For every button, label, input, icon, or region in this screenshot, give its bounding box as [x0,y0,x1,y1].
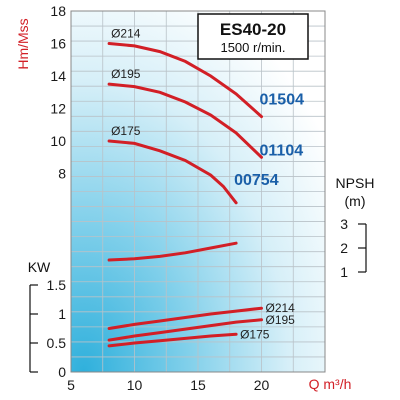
head-curve-diameter-label: Ø195 [111,67,141,81]
head-curve-2 [107,82,263,159]
title-box [197,13,309,60]
head-curve-model-label: 01104 [260,142,304,159]
head-axis-title: Hm/Mss [15,18,31,69]
head-y-tick-label: 18 [50,3,66,19]
power-curve-diameter-label: Ø175 [240,327,270,341]
npsh-y-tick-label: 3 [340,216,348,232]
npsh-curve [107,241,238,262]
power-curve-diameter-label: Ø214 [266,301,296,315]
head-curve-diameter-label: Ø175 [111,124,141,138]
head-y-tick-label: 10 [50,133,66,149]
power-curve-3 [107,332,238,348]
power-y-tick-label: 1.5 [47,277,67,293]
head-y-tick-label: 12 [50,101,66,117]
head-y-tick-label: 16 [50,36,66,52]
npsh-y-tick-label: 2 [340,240,348,256]
x-axis-title: Q m³/h [309,376,352,392]
power-curve-diameter-label: Ø195 [266,313,296,327]
npsh-axis-title: NPSH [336,175,375,191]
plot-frame [70,10,326,373]
curves [107,42,263,348]
npsh-y-tick-label: 1 [340,264,348,280]
head-curve-diameter-label: Ø214 [111,27,141,41]
power-curve-1 [107,306,263,330]
npsh-unit-label: (m) [345,193,366,209]
head-curve-model-label: 00754 [234,172,279,189]
x-tick-label: 5 [67,377,75,393]
power-y-tick-label: 0 [58,364,66,380]
x-tick-label: 20 [254,377,270,393]
power-y-tick-label: 1 [58,306,66,322]
x-tick-label: 10 [127,377,143,393]
power-curve-2 [107,318,263,342]
head-y-tick-label: 14 [50,68,66,84]
head-curve-model-label: 01504 [260,92,305,109]
power-axis-title: KW [28,259,51,275]
head-curve-3 [107,139,238,205]
power-y-tick-label: 0.5 [47,335,67,351]
x-tick-label: 15 [190,377,206,393]
head-y-tick-label: 8 [58,166,66,182]
head-curve-1 [107,42,263,119]
chart-subtitle: 1500 r/min. [220,40,285,55]
chart-title: ES40-20 [220,20,286,39]
